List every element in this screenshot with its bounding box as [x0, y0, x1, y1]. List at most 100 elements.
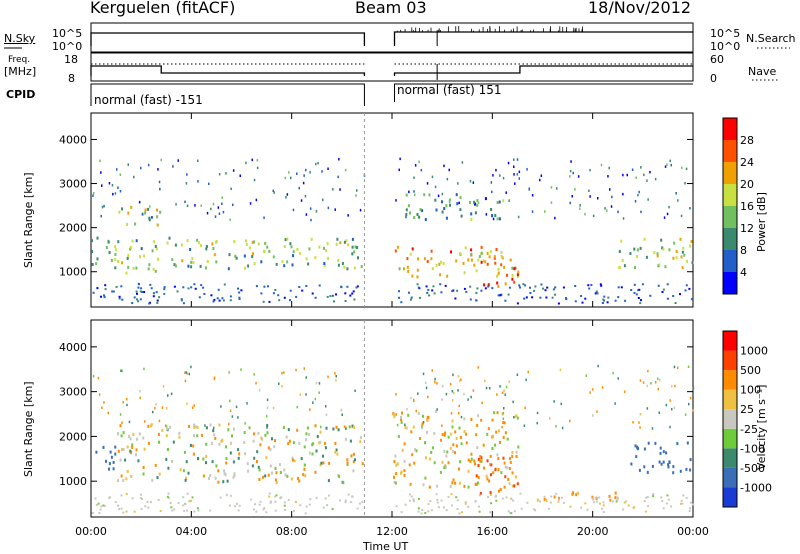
power-cell	[148, 263, 150, 266]
velocity-ground-cell	[645, 511, 647, 513]
velocity-cell	[672, 465, 674, 468]
velocity-cell	[615, 492, 617, 495]
power-scatter-cell	[210, 208, 212, 211]
velocity-cell	[238, 457, 240, 460]
velocity-scatter-cell	[470, 396, 472, 399]
velocity-scatter-cell	[171, 393, 173, 396]
power-ground-cell	[419, 297, 421, 299]
velocity-ground-cell	[299, 504, 301, 506]
velocity-cell	[197, 426, 199, 429]
power-ground-cell	[615, 300, 617, 302]
power-cell	[446, 217, 448, 220]
power-cell	[436, 209, 438, 212]
power-cell	[134, 223, 136, 226]
power-scatter-cell	[636, 177, 638, 180]
velocity-ground-cell	[95, 498, 97, 500]
power-cell	[629, 252, 631, 255]
velocity-cell	[395, 482, 397, 485]
velocity-scatter-cell	[436, 382, 438, 385]
velocity-ground-cell	[234, 505, 236, 507]
velocity-scatter-cell	[537, 412, 539, 415]
velocity-ground-cell	[580, 507, 582, 509]
velocity-ground-cell	[147, 501, 149, 503]
power-ground-cell	[400, 301, 402, 303]
velocity-cell	[285, 473, 287, 476]
velocity-cell	[120, 459, 122, 462]
nsky-trace-1	[91, 33, 364, 46]
velocity-scatter-cell	[502, 392, 504, 395]
power-ground-cell	[156, 302, 158, 304]
velocity-scatter-cell	[478, 366, 480, 369]
velocity-scatter-cell	[309, 408, 311, 411]
velocity-cell	[478, 476, 480, 479]
velocity-scatter-cell	[240, 368, 242, 371]
power-cell	[136, 239, 138, 242]
power-cell	[212, 247, 214, 250]
power-cell	[412, 247, 414, 250]
power-ground-cell	[546, 287, 548, 289]
velocity-scatter-cell	[163, 385, 165, 388]
power-cell	[406, 257, 408, 260]
power-cell	[149, 218, 151, 221]
power-ground-cell	[686, 284, 688, 286]
power-cell	[108, 241, 110, 244]
velocity-cell	[276, 471, 278, 474]
power-cell	[513, 281, 515, 284]
power-ground-cell	[340, 286, 342, 288]
power-cell	[286, 260, 288, 263]
velocity-cell	[293, 441, 295, 444]
power-scatter-cell	[230, 188, 232, 191]
power-ground-cell	[284, 297, 286, 299]
xtick-label: 00:00	[75, 525, 107, 538]
power-scatter-cell	[414, 194, 416, 197]
velocity-cell	[298, 442, 300, 445]
power-cell	[459, 252, 461, 255]
power-ground-cell	[672, 295, 674, 297]
velocity-ground-cell	[502, 498, 504, 500]
velocity-ground-cell	[689, 510, 691, 512]
velocity-cell	[345, 438, 347, 441]
velocity-scatter-cell	[674, 385, 676, 388]
power-ground-cell	[151, 287, 153, 289]
velocity-cell	[609, 499, 611, 502]
power-cell	[403, 267, 405, 270]
power-scatter-cell	[665, 165, 667, 168]
velocity-cell	[459, 482, 461, 485]
power-cell	[252, 252, 254, 255]
velocity-scatter-cell	[484, 380, 486, 383]
velocity-cell	[468, 459, 470, 462]
power-cell	[681, 255, 683, 258]
power-scatter-cell	[128, 163, 130, 166]
velocity-scatter-cell	[334, 372, 336, 375]
power-cell	[273, 255, 275, 258]
power-cell	[424, 257, 426, 260]
velocity-cell	[456, 444, 458, 447]
power-cell	[266, 246, 268, 249]
power-cell	[503, 266, 505, 269]
velocity-scatter-cell	[592, 388, 594, 391]
power-ground-cell	[662, 291, 664, 293]
power-cell	[657, 254, 659, 257]
velocity-scatter-cell	[232, 415, 234, 418]
velocity-ground-cell	[478, 506, 480, 508]
power-colorbar-segment	[723, 118, 737, 140]
velocity-ground-cell	[409, 500, 411, 502]
velocity-cell	[424, 477, 426, 480]
power-cell	[148, 267, 150, 270]
power-scatter-cell	[360, 209, 362, 212]
velocity-cell	[452, 426, 454, 429]
power-cell	[171, 258, 173, 261]
power-cell	[145, 208, 147, 211]
power-cell	[676, 250, 678, 253]
power-ground-cell	[588, 288, 590, 290]
velocity-scatter-cell	[553, 400, 555, 403]
velocity-cell	[452, 420, 454, 423]
velocity-cell	[643, 465, 645, 468]
velocity-cell	[397, 462, 399, 465]
velocity-scatter-cell	[152, 411, 154, 414]
velocity-scatter-cell	[674, 407, 676, 410]
power-cell	[229, 253, 231, 256]
velocity-scatter-cell	[186, 371, 188, 374]
power-cell	[438, 263, 440, 266]
power-ground-cell	[469, 286, 471, 288]
